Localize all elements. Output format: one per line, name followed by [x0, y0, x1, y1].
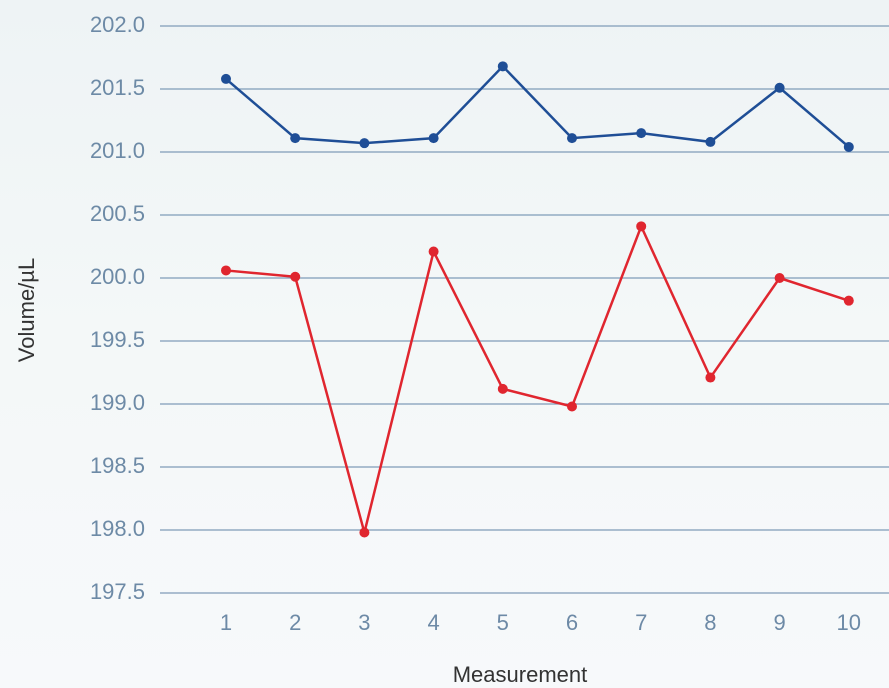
y-tick-label: 199.5	[90, 327, 145, 352]
x-tick-label: 2	[289, 610, 301, 635]
y-axis-title: Volume/µL	[14, 258, 39, 362]
point	[844, 296, 854, 306]
series-line	[226, 66, 849, 147]
point	[221, 265, 231, 275]
x-tick-label: 3	[358, 610, 370, 635]
point	[775, 83, 785, 93]
point	[290, 272, 300, 282]
chart: Volume/µL Measurement 197.5 198.0 198.5 199…	[0, 0, 889, 688]
y-tick-label: 200.0	[90, 264, 145, 289]
x-tick-label: 9	[773, 610, 785, 635]
point	[775, 273, 785, 283]
y-tick-label: 199.0	[90, 390, 145, 415]
x-tick-label: 5	[497, 610, 509, 635]
point	[359, 528, 369, 538]
y-tick-label: 201.5	[90, 75, 145, 100]
x-axis-title: Measurement	[453, 662, 588, 687]
x-tick-label: 6	[566, 610, 578, 635]
y-tick-label: 200.5	[90, 201, 145, 226]
point	[429, 133, 439, 143]
point	[567, 133, 577, 143]
series-line	[226, 226, 849, 532]
y-tick-label: 197.5	[90, 579, 145, 604]
y-tick-label: 198.5	[90, 453, 145, 478]
x-tick-label: 10	[837, 610, 861, 635]
x-tick-label: 1	[220, 610, 232, 635]
point	[359, 138, 369, 148]
point	[290, 133, 300, 143]
y-tick-label: 202.0	[90, 12, 145, 37]
y-tick-label: 198.0	[90, 516, 145, 541]
point	[705, 137, 715, 147]
point	[498, 61, 508, 71]
point	[636, 221, 646, 231]
point	[498, 384, 508, 394]
x-tick-label: 7	[635, 610, 647, 635]
x-tick-label: 4	[427, 610, 439, 635]
point	[429, 247, 439, 257]
y-tick-label: 201.0	[90, 138, 145, 163]
point	[844, 142, 854, 152]
point	[705, 373, 715, 383]
x-tick-label: 8	[704, 610, 716, 635]
point	[636, 128, 646, 138]
point	[221, 74, 231, 84]
point	[567, 402, 577, 412]
